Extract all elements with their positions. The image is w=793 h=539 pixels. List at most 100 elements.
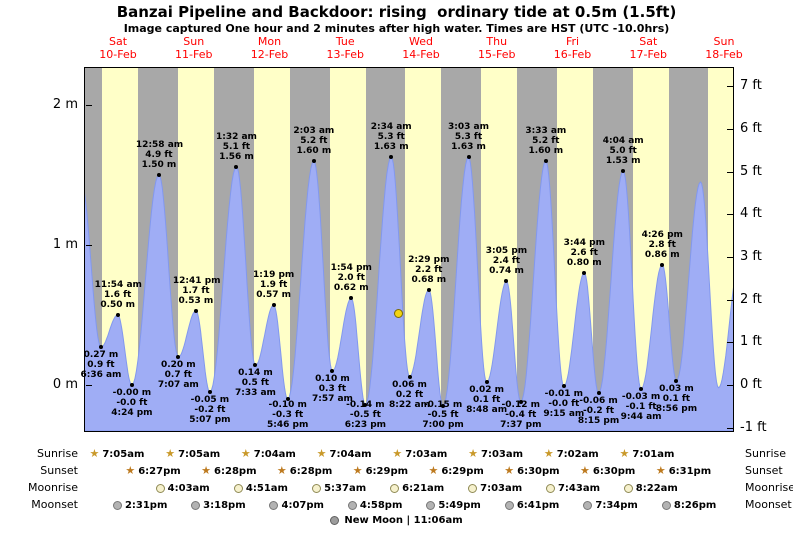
moonrise-entry: 6:21am: [390, 482, 444, 494]
moonset-icon: [112, 500, 122, 510]
sunrise-time: 7:05am: [102, 448, 145, 460]
day-label: Sun 11-Feb: [156, 35, 232, 61]
day-date: 14-Feb: [402, 48, 440, 61]
moonrise-time: 4:03am: [167, 482, 210, 494]
moonset-entry: 4:07pm: [269, 499, 324, 511]
day-label: Sun 18-Feb: [686, 35, 762, 61]
day-name: Sun: [183, 35, 205, 48]
sunrise-star-icon: ★: [165, 447, 176, 460]
sunset-time: 6:30pm: [592, 465, 636, 477]
y-axis-label-right: -1 ft: [740, 419, 767, 435]
sunset-star-icon: ★: [125, 464, 136, 477]
moonset-time: 3:18pm: [203, 499, 246, 511]
y-axis-label-right: 6 ft: [740, 120, 762, 136]
sunset-time: 6:29pm: [365, 465, 409, 477]
day-date: 13-Feb: [326, 48, 364, 61]
moonset-entry: 5:49pm: [426, 499, 481, 511]
day-name: Mon: [257, 35, 282, 48]
sunrise-time: 7:05am: [178, 448, 221, 460]
sunrise-time: 7:02am: [556, 448, 599, 460]
moonset-icon: [426, 500, 436, 510]
day-label: Sat 10-Feb: [80, 35, 156, 61]
day-date: 16-Feb: [553, 48, 592, 61]
moonrise-icon: [312, 483, 322, 493]
moonset-icon: [347, 500, 357, 510]
day-date: 12-Feb: [250, 48, 289, 61]
moonrise-row-label-right: Moonrise: [745, 481, 793, 494]
sunset-time: 6:30pm: [517, 465, 560, 477]
y-axis-label-left: 2 m: [52, 97, 78, 112]
sunrise-entry: ★ 7:03am: [468, 448, 523, 460]
moonrise-entry: 7:43am: [545, 482, 601, 494]
moonrise-time: 7:43am: [557, 482, 601, 494]
sunrise-entry: ★ 7:05am: [165, 448, 220, 460]
sunset-entry: ★ 6:30pm: [504, 465, 559, 477]
sunrise-row-label-right: Sunrise: [745, 447, 787, 460]
sunset-row-label-left: Sunset: [40, 464, 78, 477]
day-label: Fri 16-Feb: [535, 35, 611, 61]
sunrise-entry: ★ 7:02am: [544, 448, 599, 460]
y-axis-label-right: 4 ft: [740, 206, 762, 222]
sunrise-entry: ★ 7:01am: [620, 448, 675, 460]
sunrise-star-icon: ★: [316, 447, 327, 460]
sunrise-star-icon: ★: [392, 447, 403, 460]
moonrise-icon: [390, 483, 400, 493]
moonrise-icon: [468, 483, 478, 493]
sunset-star-icon: ★: [352, 464, 363, 477]
day-name: Wed: [409, 35, 433, 48]
sunset-time: 6:27pm: [138, 465, 181, 477]
y-axis-label-right: 0 ft: [740, 377, 762, 392]
sunset-star-icon: ★: [428, 464, 439, 477]
moonset-time: 4:58pm: [359, 499, 403, 511]
moonrise-time: 8:22am: [635, 482, 678, 494]
day-date: 17-Feb: [629, 48, 667, 61]
sunrise-star-icon: ★: [240, 447, 251, 460]
day-name: Fri: [565, 35, 580, 48]
sunset-entry: ★ 6:27pm: [125, 465, 180, 477]
sunrise-time: 7:03am: [405, 448, 448, 460]
moonset-icon: [583, 500, 593, 510]
sunrise-entry: ★ 7:04am: [317, 448, 372, 460]
sunset-entry: ★ 6:28pm: [277, 465, 332, 477]
moonset-row-label-left: Moonset: [31, 498, 78, 511]
sunset-star-icon: ★: [504, 464, 515, 477]
sunset-time: 6:31pm: [668, 465, 712, 477]
moonset-icon: [504, 500, 514, 510]
moonset-icon: [191, 500, 201, 510]
moonset-entry: 2:31pm: [112, 499, 167, 511]
new-moon-icon: [330, 516, 340, 525]
sunrise-row-label-left: Sunrise: [36, 447, 78, 460]
y-axis-label-right: 7 ft: [740, 78, 762, 94]
day-name: Sat: [108, 35, 128, 48]
y-axis-label-right: 5 ft: [740, 163, 762, 179]
chart-title: Banzai Pipeline and Backdoor: rising ord…: [116, 3, 677, 21]
sunset-entry: ★ 6:29pm: [353, 465, 408, 477]
moonrise-time: 4:51am: [245, 482, 288, 494]
sunset-row-label-right: Sunset: [745, 464, 783, 477]
day-name: Sat: [639, 35, 658, 48]
sunset-time: 6:28pm: [289, 465, 333, 477]
moonset-time: 5:49pm: [438, 499, 481, 511]
sunset-star-icon: ★: [201, 464, 212, 477]
sunrise-star-icon: ★: [89, 447, 100, 460]
sunrise-star-icon: ★: [619, 447, 630, 460]
sunset-time: 6:28pm: [214, 465, 257, 477]
moonrise-entry: 8:22am: [623, 482, 678, 494]
sunset-star-icon: ★: [276, 464, 287, 477]
tide-curve: [85, 155, 733, 431]
y-axis-label-left: 0 m: [52, 377, 78, 392]
moonrise-icon: [623, 483, 633, 493]
moonrise-entry: 4:51am: [233, 482, 288, 494]
moonrise-icon: [233, 483, 243, 493]
day-label: Wed 14-Feb: [383, 35, 459, 61]
sunrise-time: 7:04am: [253, 448, 296, 460]
sunset-entry: ★ 6:28pm: [201, 465, 256, 477]
day-label: Tue 13-Feb: [307, 35, 383, 61]
moonset-time: 6:41pm: [516, 499, 560, 511]
sunrise-entry: ★ 7:05am: [89, 448, 144, 460]
moonrise-row-label-left: Moonrise: [28, 481, 78, 494]
moonset-icon: [269, 500, 279, 510]
moonrise-time: 6:21am: [402, 482, 445, 494]
moonrise-time: 7:03am: [480, 482, 523, 494]
